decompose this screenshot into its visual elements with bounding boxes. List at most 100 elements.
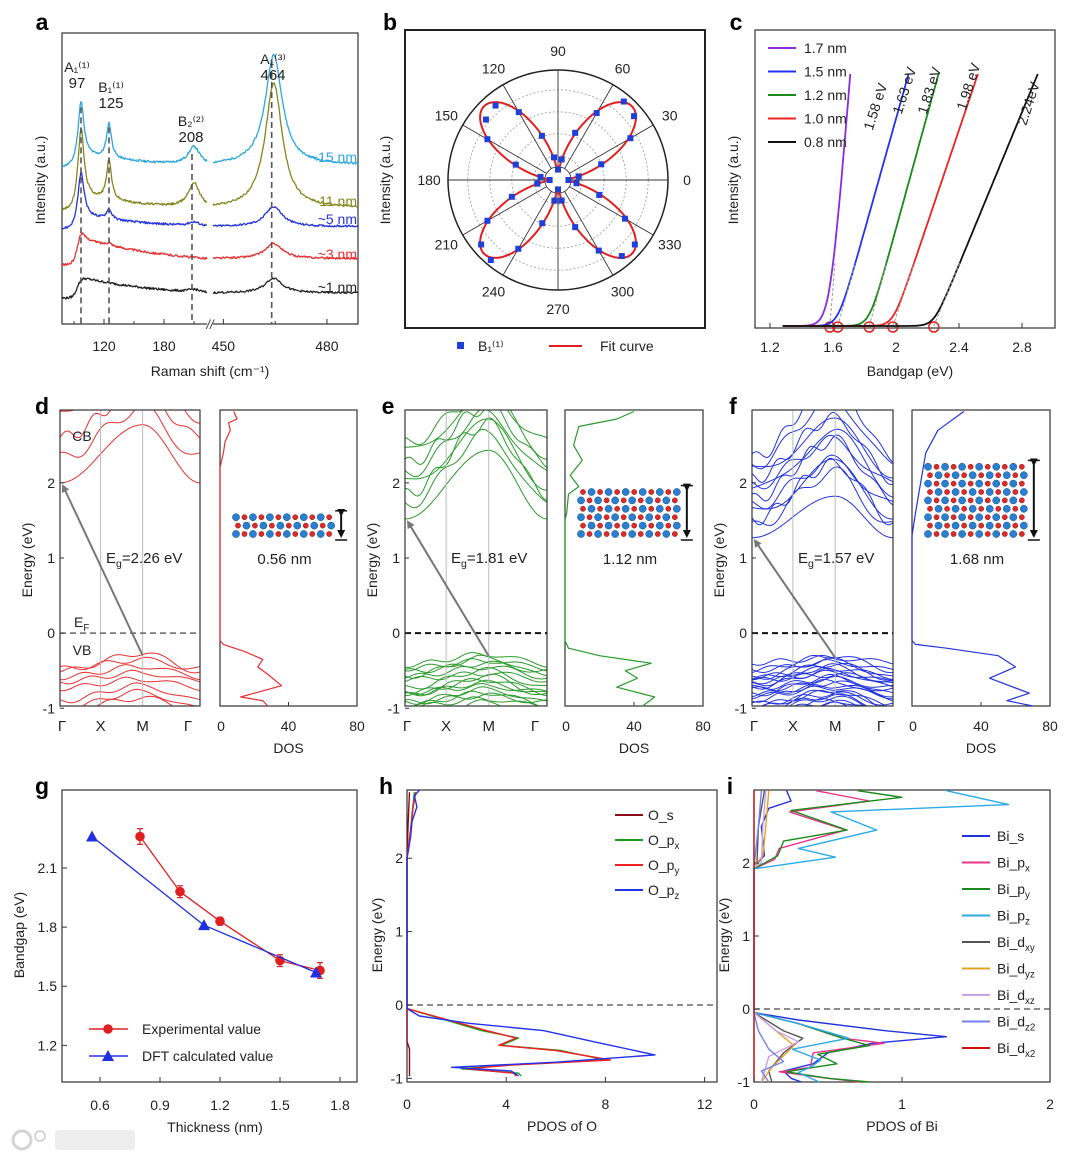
oxygen-atom <box>950 463 957 470</box>
axis-break-mark: // <box>205 317 215 332</box>
oxygen-atom <box>654 497 661 504</box>
oxygen-atom <box>580 522 586 529</box>
legend-label-part: x2 <box>1025 1049 1035 1060</box>
bismuth-atom <box>992 479 1001 488</box>
x-tick-label: 0 <box>562 718 570 734</box>
extrapolation-line <box>933 262 961 327</box>
x-tick-label: 4 <box>502 1096 510 1112</box>
y-tick-label: -1 <box>738 1074 751 1090</box>
oxygen-atom <box>252 522 258 529</box>
oxygen-atom <box>1018 514 1025 521</box>
panel-letter-g: g <box>35 773 49 799</box>
valence-band <box>60 652 200 674</box>
legend-label-part: O_p <box>648 857 675 873</box>
y-axis-label: Bandgap (eV) <box>11 892 27 978</box>
k-point-label: Γ <box>750 718 758 735</box>
oxygen-atom <box>671 531 678 537</box>
y-tick-label: 1 <box>47 550 55 566</box>
oxygen-atom <box>1018 497 1025 504</box>
y-tick-label: 1 <box>392 550 400 566</box>
bismuth-atom <box>1002 488 1011 496</box>
series-label: ~11 nm <box>311 193 357 209</box>
legend-label: Experimental value <box>142 1021 261 1037</box>
legend-label: O_px <box>648 832 679 852</box>
bismuth-atom <box>621 521 630 530</box>
bismuth-atom <box>951 521 960 530</box>
crystal-structure-inset <box>924 462 1028 538</box>
bismuth-atom <box>316 513 325 522</box>
k-point-label: X <box>441 718 451 735</box>
bismuth-atom <box>951 471 960 480</box>
x-tick-label: 0 <box>750 1096 758 1112</box>
conduction-band <box>405 410 547 469</box>
series-label: ~3 nm <box>318 246 357 262</box>
data-point-square <box>492 102 499 109</box>
oxygen-atom <box>933 480 940 487</box>
bismuth-atom <box>941 462 949 471</box>
bismuth-atom <box>951 504 960 513</box>
valence-band <box>420 696 540 706</box>
legend-label-part: x <box>674 841 679 852</box>
bismuth-atom <box>587 521 596 530</box>
y-tick-label: -1 <box>391 1070 404 1086</box>
peak-label: A₁⁽³⁾ <box>260 51 286 67</box>
x-axis-label: Bandgap (eV) <box>867 363 953 379</box>
oxygen-atom <box>961 489 967 495</box>
watermark-logo-mark <box>34 1130 46 1142</box>
x-axis-label: PDOS of O <box>527 1118 597 1134</box>
oxygen-atom <box>275 514 282 521</box>
oxygen-atom <box>631 522 638 529</box>
valence-band <box>405 678 547 697</box>
legend-label-part: Bi_d <box>997 1014 1025 1030</box>
valence-band <box>752 672 893 683</box>
bismuth-atom <box>645 513 654 522</box>
oxygen-atom <box>637 531 644 537</box>
bismuth-atom <box>985 504 994 513</box>
polar-spoke <box>569 124 654 174</box>
oxygen-atom <box>944 472 950 479</box>
k-point-label: Γ <box>877 718 885 735</box>
bismuth-atom <box>282 513 291 522</box>
legend-marker-circle <box>103 1024 113 1034</box>
bismuth-atom <box>992 513 1001 522</box>
oxygen-atom <box>1018 531 1025 537</box>
oxygen-atom <box>631 505 638 512</box>
bismuth-atom <box>628 496 637 505</box>
legend-label-part: z <box>1025 917 1030 928</box>
series-label: ~1 nm <box>318 279 357 295</box>
angle-tick-label: 120 <box>482 60 506 76</box>
valence-band <box>413 690 541 706</box>
bismuth-atom <box>975 479 984 488</box>
x-tick-label: 40 <box>281 718 297 734</box>
axis-break-gap <box>207 322 213 327</box>
bismuth-atom <box>604 488 613 496</box>
absorption-plot-frame <box>754 29 1056 329</box>
k-point-label: Γ <box>184 718 192 735</box>
oxygen-atom <box>603 497 610 504</box>
valence-band <box>405 658 547 672</box>
valence-band <box>96 695 174 706</box>
oxygen-atom <box>944 505 950 512</box>
crystal-structure-inset <box>232 513 336 538</box>
bismuth-atom <box>327 521 336 530</box>
bismuth-atom <box>232 513 240 522</box>
conduction-band <box>752 458 893 520</box>
bismuth-atom <box>621 504 630 513</box>
bismuth-atom <box>992 462 1001 471</box>
legend-label: 1.2 nm <box>804 87 847 103</box>
x-axis-label: Thickness (nm) <box>167 1119 263 1135</box>
bismuth-atom <box>611 530 619 538</box>
bismuth-atom <box>1019 488 1028 496</box>
legend-label-part: xz <box>1025 996 1035 1007</box>
bismuth-atom <box>628 530 637 538</box>
y-tick-label: 2 <box>395 850 403 866</box>
band-structure-plot <box>752 410 893 706</box>
peak-label: A₁⁽¹⁾ <box>64 59 90 75</box>
legend-label-part: y <box>1025 890 1030 901</box>
valence-band <box>405 665 547 680</box>
oxygen-atom <box>258 531 265 537</box>
data-point-square <box>555 186 561 193</box>
x-axis-label: DOS <box>273 740 303 756</box>
oxygen-atom <box>665 489 672 495</box>
data-point-square <box>631 241 638 248</box>
